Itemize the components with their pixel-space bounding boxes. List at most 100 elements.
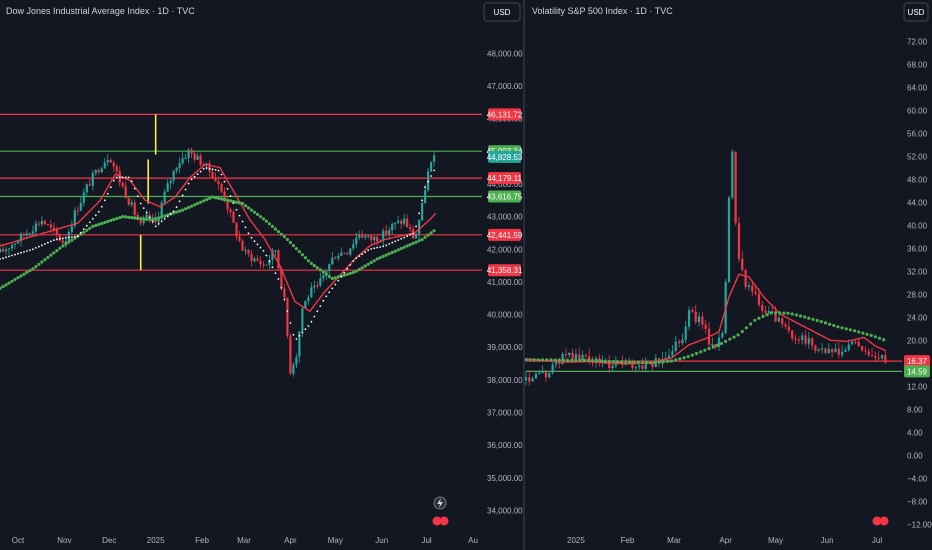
candle-body xyxy=(304,300,307,309)
price-axis[interactable] xyxy=(902,0,932,550)
series-dot xyxy=(103,220,107,225)
series-dot xyxy=(528,358,532,362)
series-dot xyxy=(261,217,266,221)
y-tick-label: −12.00 xyxy=(907,520,932,529)
price-label-box xyxy=(904,365,930,378)
candle-body xyxy=(169,180,172,184)
event-icon[interactable] xyxy=(439,516,449,526)
series-dot xyxy=(628,360,632,364)
series-dot xyxy=(225,198,230,202)
series-dot xyxy=(10,279,14,283)
candle-body xyxy=(817,349,820,351)
candle-body xyxy=(271,250,274,261)
x-tick-label: May xyxy=(328,536,343,545)
series-dot xyxy=(70,238,74,242)
x-tick-label: Jul xyxy=(421,536,431,545)
y-tick-label: 36,000.00 xyxy=(487,441,523,450)
x-tick-label: Mar xyxy=(667,536,681,545)
candle-body xyxy=(352,244,355,249)
y-tick-label: 12.00 xyxy=(907,382,928,391)
series-dot xyxy=(297,250,301,254)
vix-chart[interactable]: Volatility S&P 500 Index · 1D · TVC USD 72… xyxy=(524,0,932,550)
series-dot xyxy=(67,240,71,244)
candle-body xyxy=(22,233,26,236)
series-dot xyxy=(241,220,244,223)
y-tick-label: −4.00 xyxy=(907,474,928,483)
series-dot xyxy=(327,274,331,279)
candle-body xyxy=(581,354,584,360)
candle-body xyxy=(109,159,112,163)
candle-body xyxy=(787,326,790,331)
candle-body xyxy=(301,308,304,332)
dow-jones-chart[interactable]: Dow Jones Industrial Average Index · 1D … xyxy=(0,0,524,550)
x-tick-label: 2025 xyxy=(567,536,585,545)
series-dot xyxy=(301,331,304,334)
series-dot xyxy=(403,236,406,239)
candle-body xyxy=(34,223,38,232)
series-dot xyxy=(73,235,76,238)
series-dot xyxy=(418,212,420,215)
candle-body xyxy=(163,191,166,203)
series-dot xyxy=(264,219,268,223)
series-dot xyxy=(250,236,253,239)
currency-button[interactable] xyxy=(903,2,929,22)
series-dot xyxy=(91,217,94,220)
series-dot xyxy=(426,233,430,237)
series-dot xyxy=(148,217,152,222)
candle-body xyxy=(1,248,5,252)
currency-button[interactable] xyxy=(483,2,521,22)
candle-body xyxy=(867,351,870,356)
series-dot xyxy=(255,212,260,216)
candle-body xyxy=(151,217,154,219)
series-dot xyxy=(243,204,248,208)
x-tick-label: Jun xyxy=(375,536,388,545)
candle-body xyxy=(424,190,427,203)
candle-body xyxy=(346,253,349,255)
event-icon[interactable] xyxy=(432,516,442,526)
series-dot xyxy=(28,269,32,273)
y-tick-label: 39,000.00 xyxy=(487,343,523,352)
candle-body xyxy=(262,264,265,266)
series-dot xyxy=(316,310,319,313)
series-dot xyxy=(71,236,73,239)
candle-body xyxy=(364,236,367,238)
x-tick-label: Apr xyxy=(284,536,297,545)
series-dot xyxy=(151,220,154,223)
series-dot xyxy=(199,170,202,173)
event-icon[interactable] xyxy=(872,516,882,526)
series-dot xyxy=(423,235,427,239)
candle-body xyxy=(94,169,97,174)
candle-body xyxy=(415,233,418,239)
candle-body xyxy=(797,339,800,341)
series-dot xyxy=(322,299,325,302)
candle-body xyxy=(349,248,352,255)
series-dot xyxy=(367,249,370,252)
series-dot xyxy=(433,169,435,172)
candle-body xyxy=(864,350,867,352)
candle-body xyxy=(541,372,544,374)
x-tick-label: May xyxy=(768,536,783,545)
series-dot xyxy=(166,213,170,217)
candle-body xyxy=(860,346,864,351)
series-dot xyxy=(37,262,41,266)
series-dot xyxy=(145,217,149,221)
series-dot xyxy=(357,267,361,272)
candle-body xyxy=(85,184,88,193)
candle-body xyxy=(574,354,578,360)
series-dot xyxy=(32,248,34,251)
candle-body xyxy=(694,311,697,323)
series-dot xyxy=(769,311,774,315)
candle-body xyxy=(794,338,797,340)
candle-body xyxy=(295,356,298,365)
candle-body xyxy=(781,317,784,325)
series-dot xyxy=(112,179,115,182)
series-dot xyxy=(381,254,385,258)
y-tick-label: 8.00 xyxy=(907,405,923,414)
series-dot xyxy=(59,237,61,240)
series-dot xyxy=(47,241,49,244)
series-dot xyxy=(778,311,782,315)
candle-body xyxy=(88,184,91,186)
event-icon[interactable] xyxy=(879,516,889,526)
series-dot xyxy=(0,286,2,290)
